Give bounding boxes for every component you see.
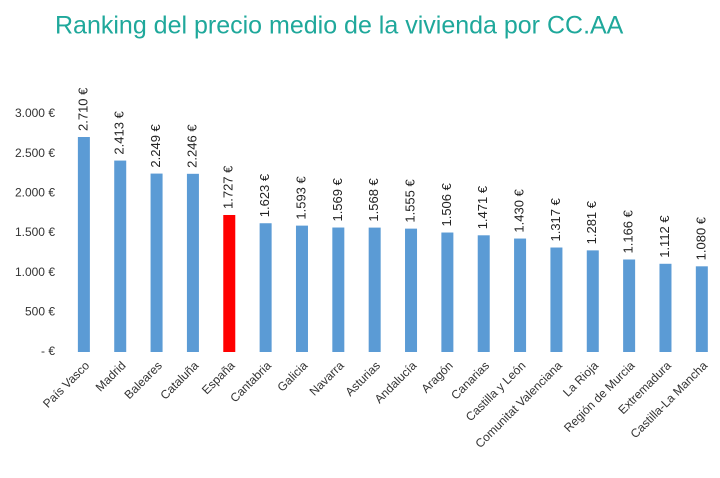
bar [695, 266, 708, 352]
chart-title: Ranking del precio medio de la vivienda … [55, 12, 624, 40]
bar [550, 247, 563, 352]
x-tick-label: Galicia [274, 358, 310, 394]
y-tick-label: 1.500 € [15, 225, 55, 239]
bar [405, 228, 418, 352]
value-label: 1.623 € [257, 173, 272, 217]
y-tick-label: - € [41, 344, 55, 358]
bar [586, 250, 599, 352]
bar [186, 173, 199, 352]
value-label: 1.569 € [330, 177, 345, 221]
y-tick-label: 2.500 € [15, 146, 55, 160]
x-tick-label: Cataluña [157, 358, 201, 402]
value-label: 1.727 € [221, 165, 236, 209]
bar [368, 227, 381, 352]
x-tick-label: Navarra [307, 358, 347, 398]
value-label: 2.710 € [75, 87, 90, 131]
bar [332, 227, 345, 352]
x-tick-label: Baleares [122, 358, 165, 401]
value-label: 2.246 € [184, 124, 199, 168]
y-tick-label: 1.000 € [15, 265, 55, 279]
value-label: 1.593 € [293, 175, 308, 219]
bar [477, 235, 490, 352]
bar [441, 232, 454, 352]
bar [114, 160, 127, 352]
value-label: 1.568 € [366, 177, 381, 221]
value-label: 1.506 € [439, 182, 454, 226]
bar [223, 214, 236, 352]
y-tick-label: 3.000 € [15, 106, 55, 120]
value-label: 1.080 € [693, 216, 708, 260]
y-tick-label: 2.000 € [15, 186, 55, 200]
y-tick-label: 500 € [25, 305, 55, 319]
x-tick-label: País Vasco [40, 358, 92, 410]
value-label: 1.112 € [657, 215, 672, 258]
bar [659, 263, 672, 352]
bar [150, 173, 163, 352]
value-label: 1.166 € [621, 209, 636, 253]
value-label: 1.471 € [475, 185, 490, 229]
bar [259, 223, 272, 352]
bar [295, 225, 308, 352]
value-label: 1.555 € [402, 178, 417, 222]
bar [77, 137, 90, 352]
value-label: 2.249 € [148, 123, 163, 167]
value-label: 2.413 € [112, 110, 127, 154]
bar [623, 259, 636, 352]
value-label: 1.317 € [548, 197, 563, 241]
bar [514, 238, 527, 352]
value-label: 1.281 € [584, 200, 599, 244]
value-label: 1.430 € [512, 188, 527, 232]
